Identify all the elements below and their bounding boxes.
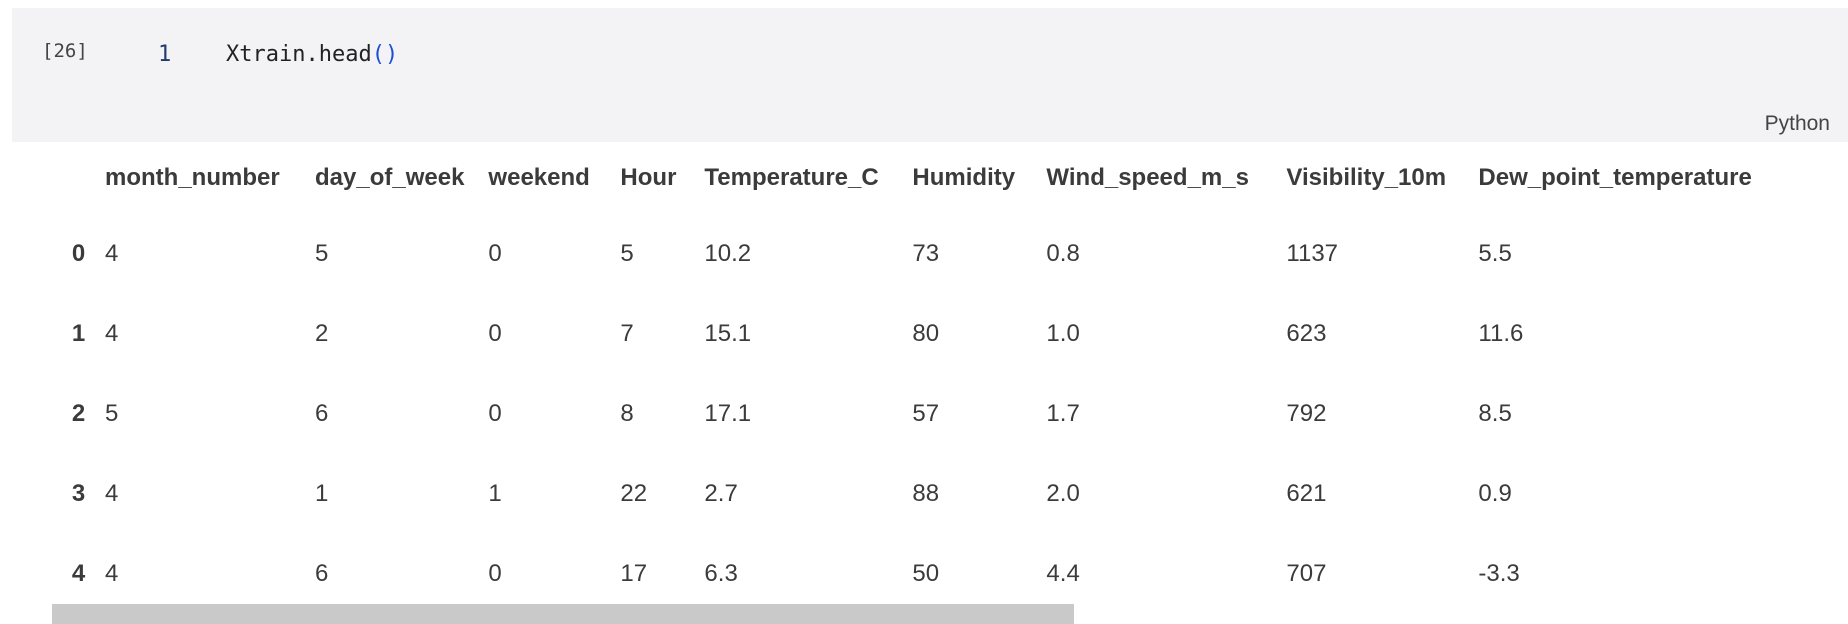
cell-language-label[interactable]: Python [1764, 112, 1830, 135]
index-header [52, 142, 105, 214]
code-cell[interactable]: [26] 1 Xtrain.head() Python [12, 8, 1848, 142]
table-cell: 15.1 [704, 320, 752, 347]
column-header: Temperature_C [704, 164, 879, 191]
table-cell: 621 [1286, 480, 1327, 507]
column-header: Humidity [912, 164, 1016, 191]
table-cell: 73 [912, 240, 940, 267]
table-cell: 80 [912, 320, 940, 347]
table-cell: 0 [488, 560, 502, 587]
table-cell: 2.0 [1046, 480, 1080, 507]
table-row: 2 5 6 0 8 17.1 57 1.7 792 8.5 [52, 374, 1776, 454]
table-cell: 4 [105, 320, 119, 347]
horizontal-scrollbar[interactable] [52, 604, 1074, 624]
column-header: day_of_week [315, 164, 465, 191]
table-cell: 6 [315, 400, 329, 427]
table-cell: 6.3 [704, 560, 738, 587]
column-header: Hour [620, 164, 677, 191]
cell-output: month_number day_of_week weekend Hour Te… [52, 142, 1848, 602]
table-cell: 6 [315, 560, 329, 587]
row-index: 2 [71, 400, 86, 427]
code-parens: () [371, 42, 399, 67]
table-cell: 4.4 [1046, 560, 1080, 587]
table-cell: 1.7 [1046, 400, 1080, 427]
table-cell: 50 [912, 560, 940, 587]
table-cell: 0 [488, 320, 502, 347]
column-header: Wind_speed_m_s [1046, 164, 1249, 191]
column-header: weekend [488, 164, 590, 191]
table-cell: 2 [315, 320, 329, 347]
table-cell: 57 [912, 400, 940, 427]
table-cell: -3.3 [1478, 560, 1520, 587]
dataframe-table: month_number day_of_week weekend Hour Te… [52, 142, 1776, 614]
table-cell: 4 [105, 560, 119, 587]
table-row: 4 4 6 0 17 6.3 50 4.4 707 -3.3 [52, 534, 1776, 614]
row-index: 1 [71, 320, 86, 347]
table-cell: 0.9 [1478, 480, 1512, 507]
table-row: 0 4 5 0 5 10.2 73 0.8 1137 5.5 [52, 214, 1776, 294]
table-cell: 1 [488, 480, 502, 507]
table-cell: 4 [105, 480, 119, 507]
table-cell: 8 [620, 400, 634, 427]
table-cell: 8.5 [1478, 400, 1512, 427]
table-cell: 623 [1286, 320, 1327, 347]
table-cell: 1137 [1286, 240, 1339, 267]
table-cell: 1 [315, 480, 329, 507]
line-number: 1 [158, 42, 172, 67]
code-text: Xtrain.head [226, 42, 372, 67]
table-cell: 0 [488, 240, 502, 267]
row-index: 0 [71, 240, 86, 267]
column-header: Visibility_10m [1286, 164, 1447, 191]
code-editor[interactable]: Xtrain.head() [226, 42, 398, 67]
table-cell: 0 [488, 400, 502, 427]
column-header: month_number [105, 164, 280, 191]
table-cell: 4 [105, 240, 119, 267]
row-index: 4 [71, 560, 86, 587]
table-cell: 707 [1286, 560, 1327, 587]
table-cell: 5.5 [1478, 240, 1512, 267]
table-cell: 5 [315, 240, 329, 267]
table-cell: 792 [1286, 400, 1327, 427]
table-cell: 17.1 [704, 400, 752, 427]
table-cell: 1.0 [1046, 320, 1080, 347]
table-cell: 17 [620, 560, 648, 587]
column-header: Dew_point_temperature [1478, 164, 1752, 191]
table-row: 3 4 1 1 22 2.7 88 2.0 621 0.9 [52, 454, 1776, 534]
table-cell: 5 [105, 400, 119, 427]
table-cell: 22 [620, 480, 648, 507]
table-row: 1 4 2 0 7 15.1 80 1.0 623 11.6 [52, 294, 1776, 374]
row-index: 3 [71, 480, 86, 507]
table-cell: 0.8 [1046, 240, 1080, 267]
table-cell: 7 [620, 320, 634, 347]
table-cell: 5 [620, 240, 634, 267]
table-cell: 10.2 [704, 240, 752, 267]
table-cell: 2.7 [704, 480, 738, 507]
table-cell: 88 [912, 480, 940, 507]
table-cell: 11.6 [1478, 320, 1524, 347]
table-header-row: month_number day_of_week weekend Hour Te… [52, 142, 1776, 214]
execution-count: [26] [42, 40, 88, 62]
